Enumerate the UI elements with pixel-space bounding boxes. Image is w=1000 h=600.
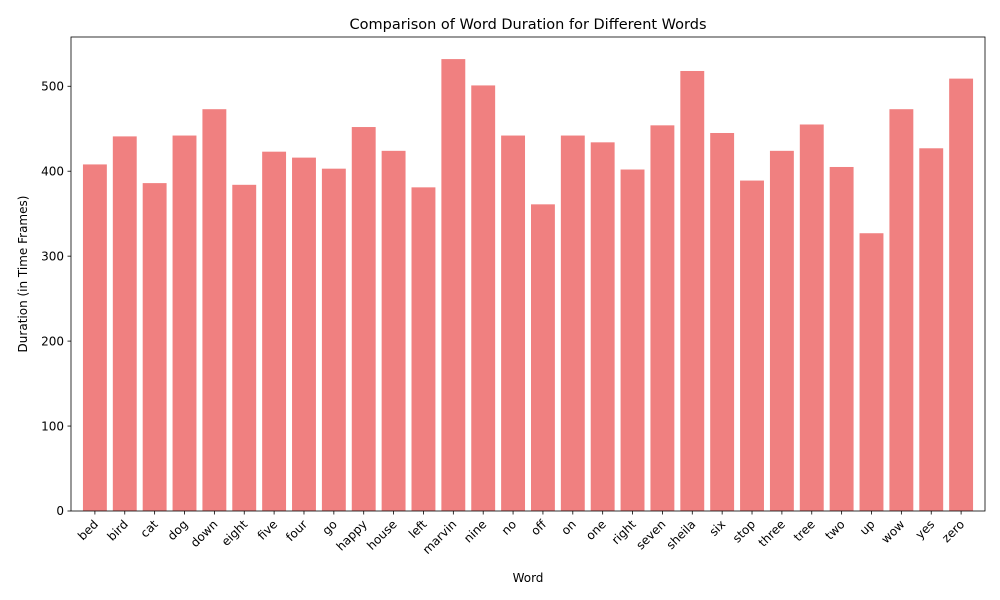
x-tick-label-wow: wow bbox=[879, 517, 908, 546]
bar-on bbox=[560, 135, 585, 512]
x-tick-label-five: five bbox=[255, 517, 280, 542]
x-tick-label-nine: nine bbox=[461, 517, 489, 545]
x-tick-label-two: two bbox=[822, 517, 847, 542]
x-tick-label-left: left bbox=[406, 517, 430, 541]
x-tick-label-house: house bbox=[364, 517, 399, 552]
bar-bird bbox=[112, 136, 137, 511]
bar-down bbox=[202, 109, 227, 511]
bar-yes bbox=[919, 148, 944, 511]
bar-cat bbox=[142, 183, 167, 512]
bar-bed bbox=[82, 164, 107, 512]
bar-wow bbox=[889, 109, 914, 511]
x-tick-label-yes: yes bbox=[913, 517, 938, 542]
bar-five bbox=[262, 151, 287, 511]
x-tick-label-go: go bbox=[319, 517, 339, 537]
bar-no bbox=[501, 135, 526, 512]
bar-one bbox=[590, 142, 615, 511]
bar-stop bbox=[740, 180, 764, 511]
x-tick-label-seven: seven bbox=[633, 517, 668, 552]
y-tick-label: 300 bbox=[41, 249, 64, 263]
y-axis-label: Duration (in Time Frames) bbox=[16, 196, 30, 353]
x-tick-label-tree: tree bbox=[791, 517, 818, 544]
bar-sheila bbox=[680, 70, 705, 511]
bar-off bbox=[530, 204, 555, 511]
y-tick-label: 0 bbox=[56, 504, 64, 518]
x-tick-label-bed: bed bbox=[75, 517, 101, 543]
bar-left bbox=[411, 187, 436, 511]
x-tick-label-up: up bbox=[857, 517, 878, 538]
x-tick-label-three: three bbox=[756, 517, 788, 549]
x-axis-label: Word bbox=[513, 571, 544, 585]
bar-zero bbox=[949, 78, 974, 512]
bar-right bbox=[620, 169, 645, 511]
bar-four bbox=[292, 157, 316, 511]
x-tick-label-eight: eight bbox=[219, 517, 251, 549]
x-tick-label-down: down bbox=[188, 517, 221, 550]
x-tick-label-four: four bbox=[283, 517, 310, 544]
x-tick-label-sheila: sheila bbox=[664, 517, 699, 552]
bar-marvin bbox=[441, 59, 466, 512]
bar-house bbox=[381, 150, 406, 511]
bar-nine bbox=[471, 85, 496, 512]
x-tick-label-stop: stop bbox=[730, 517, 758, 545]
bar-six bbox=[710, 132, 735, 512]
x-tick-label-happy: happy bbox=[334, 517, 370, 553]
x-tick-label-bird: bird bbox=[105, 517, 131, 543]
x-tick-label-on: on bbox=[558, 517, 578, 537]
bar-go bbox=[321, 168, 346, 512]
x-tick-label-no: no bbox=[499, 517, 519, 537]
bar-two bbox=[829, 166, 854, 511]
y-tick-label: 100 bbox=[41, 419, 64, 433]
bar-three bbox=[769, 150, 794, 511]
y-tick-label: 500 bbox=[41, 79, 64, 93]
y-tick-label: 200 bbox=[41, 334, 64, 348]
y-tick-label: 400 bbox=[41, 164, 64, 178]
x-tick-label-marvin: marvin bbox=[420, 517, 460, 557]
bar-dog bbox=[172, 135, 197, 512]
bar-seven bbox=[650, 125, 675, 511]
bar-happy bbox=[351, 127, 376, 511]
bar-tree bbox=[799, 124, 824, 512]
axes-frame bbox=[70, 36, 986, 512]
x-tick-label-one: one bbox=[583, 517, 609, 543]
x-tick-label-six: six bbox=[707, 517, 729, 539]
x-tick-label-dog: dog bbox=[165, 517, 191, 543]
x-tick-label-cat: cat bbox=[138, 517, 161, 540]
bar-up bbox=[859, 233, 884, 512]
x-tick-label-zero: zero bbox=[939, 517, 967, 545]
chart-title: Comparison of Word Duration for Differen… bbox=[350, 17, 707, 33]
x-tick-label-off: off bbox=[528, 517, 549, 538]
bar-eight bbox=[232, 184, 257, 511]
